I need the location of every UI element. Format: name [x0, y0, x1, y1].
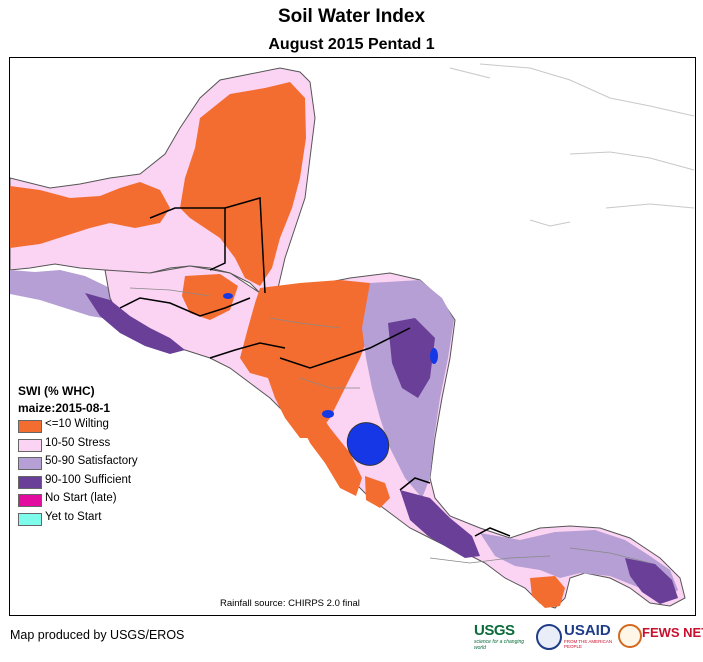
map-panel	[9, 57, 696, 616]
legend-swatch	[18, 475, 42, 489]
usgs-logo: USGS science for a changing world	[474, 622, 534, 651]
lake-nicaragua	[346, 422, 390, 466]
lake-managua	[322, 410, 334, 418]
legend-label: No Start (late)	[45, 492, 117, 504]
region-darien-sufficient	[625, 558, 678, 604]
caribbean-islands	[449, 63, 695, 227]
map-canvas	[10, 63, 695, 609]
region-mosquitia-sufficient	[388, 318, 435, 398]
region-panama-satisfactory	[480, 530, 678, 600]
legend-item: 50-90 Satisfactory	[18, 454, 138, 473]
region-guanacaste-wilting	[365, 476, 390, 508]
legend-label: 50-90 Satisfactory	[45, 455, 138, 467]
region-azuero-wilting	[530, 576, 565, 608]
legend-label: 90-100 Sufficient	[45, 473, 132, 486]
country-borders	[119, 197, 511, 537]
legend-subtitle: maize:2015-08-1	[18, 401, 111, 415]
legend-swatch	[18, 512, 42, 526]
legend-items: <=10 Wilting 10-50 Stress 50-90 Satisfacto…	[18, 417, 138, 529]
map-title: Soil Water Index	[277, 6, 426, 27]
legend-swatch	[18, 438, 42, 452]
region-mexico-gulf-wilting	[10, 182, 170, 248]
credit-text: Map produced by USGS/EROS	[10, 628, 185, 642]
legend-label: 10-50 Stress	[45, 436, 111, 449]
region-nicaragua-pacific-wilting	[290, 388, 362, 496]
legend-label: <=10 Wilting	[45, 418, 109, 430]
usaid-logo-tagline: FROM THE AMERICAN PEOPLE	[564, 639, 613, 649]
source-note: Rainfall source: CHIRPS 2.0 final	[220, 598, 360, 609]
usaid-seal-icon	[536, 624, 562, 650]
legend-swatch	[18, 420, 42, 433]
region-pacific-guatemala-sufficient	[85, 293, 185, 354]
admin-borders	[129, 287, 651, 564]
legend-item: Yet to Start	[18, 510, 110, 529]
legend-label: Yet to Start	[45, 510, 102, 523]
legend-swatch	[18, 457, 42, 470]
lagoon-caribbean	[430, 348, 438, 364]
legend-item: 90-100 Sufficient	[18, 473, 131, 492]
legend-item: No Start (late)	[18, 491, 117, 510]
region-yucatan-wilting	[180, 82, 306, 286]
usaid-logo: USAID FROM THE AMERICAN PEOPLE	[564, 622, 620, 649]
region-honduras-wilting	[240, 280, 375, 438]
usgs-logo-tagline: science for a changing world	[474, 639, 525, 651]
fews-net-ring-icon	[618, 624, 642, 648]
usgs-logo-mark: USGS	[474, 622, 515, 639]
legend-swatch	[18, 494, 42, 507]
legend-item: <=10 Wilting	[18, 417, 110, 436]
region-costa-rica-sufficient	[400, 490, 480, 558]
lake-izabal	[223, 293, 233, 299]
legend: SWI (% WHC) maize:2015-08-1 <=10 Wilting…	[18, 383, 138, 529]
usaid-logo-mark: USAID	[564, 622, 611, 639]
legend-title: SWI (% WHC)	[18, 384, 95, 398]
legend-item: 10-50 Stress	[18, 436, 110, 455]
fews-net-logo-mark: FEWS NET	[642, 625, 703, 640]
map-subtitle: August 2015 Pentad 1	[268, 36, 435, 53]
